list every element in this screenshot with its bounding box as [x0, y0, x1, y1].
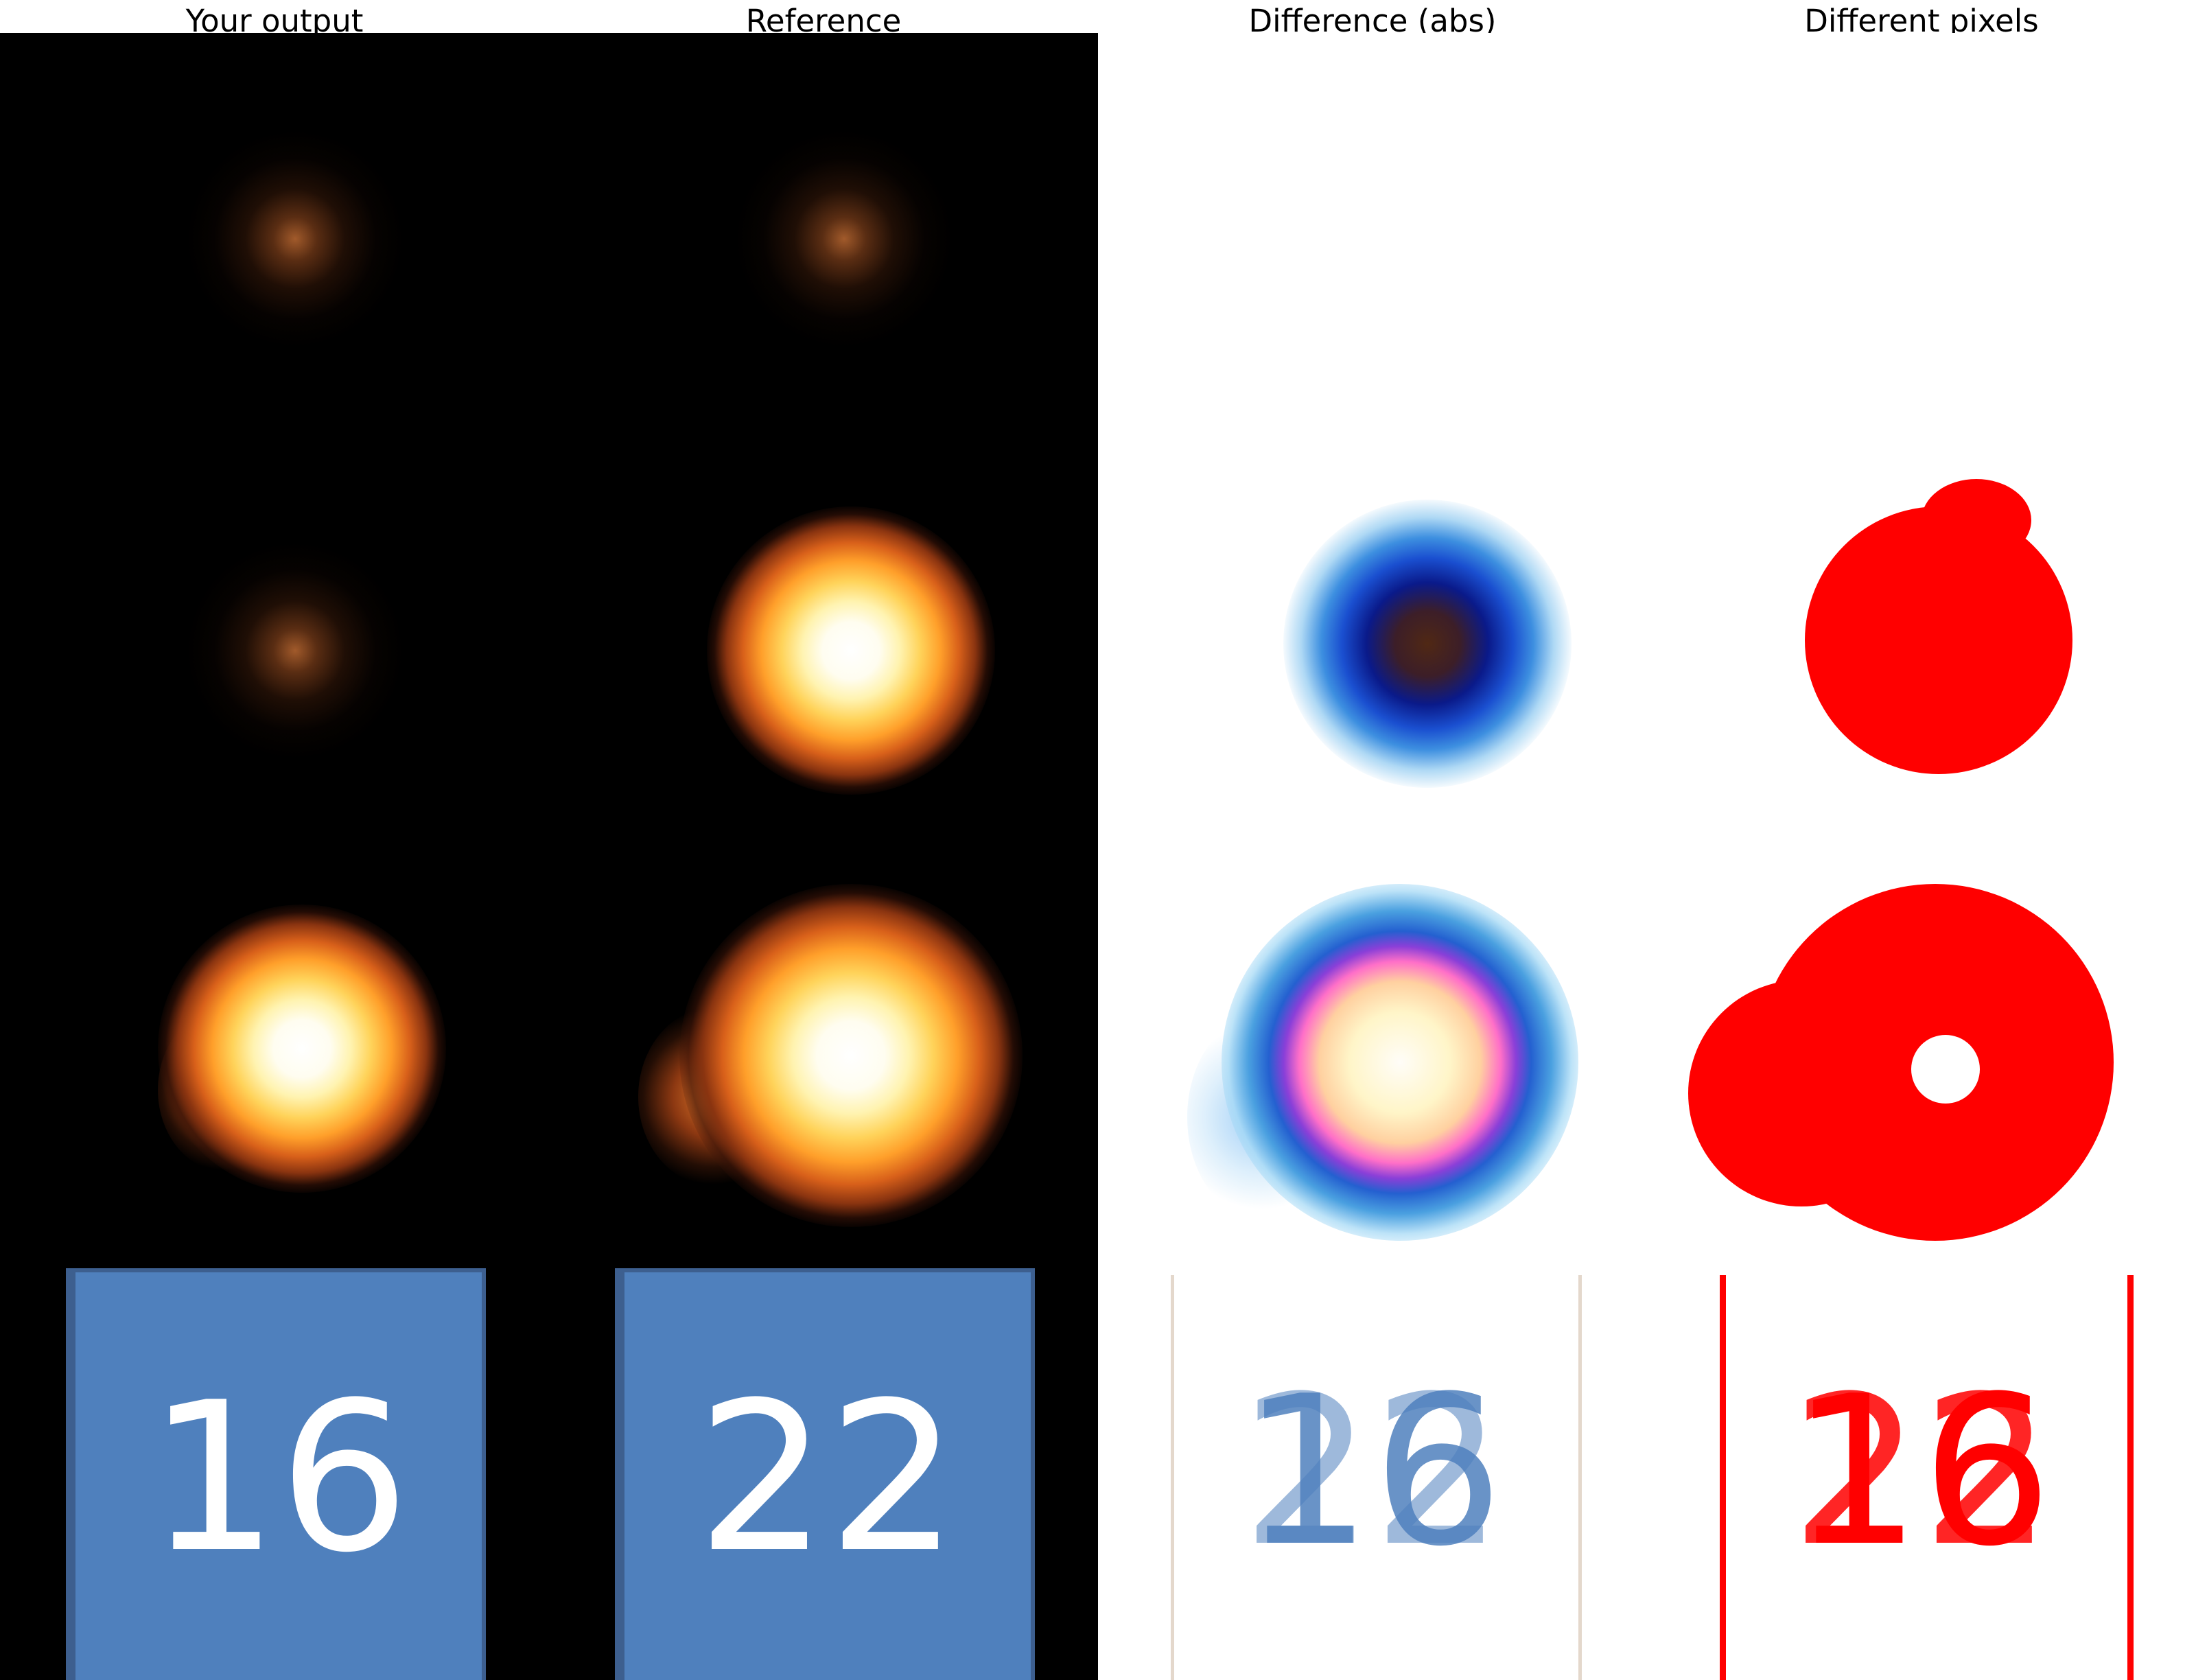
- ember-frame-1: [185, 129, 405, 349]
- diff-tile-left-edge: [1171, 1275, 1174, 1680]
- title-your-output: Your output: [0, 0, 549, 33]
- pixel-number-output: 16: [1790, 1352, 2053, 1591]
- diff-number-reference: 22: [1241, 1352, 1504, 1591]
- pixel-tile-right-edge: [2127, 1275, 2134, 1680]
- ember-frame-1: [734, 129, 954, 349]
- title-difference-abs: Difference (abs): [1098, 0, 1647, 33]
- diff-tile-right-edge: [1578, 1275, 1582, 1680]
- diff-number-output: 16: [1241, 1352, 1504, 1591]
- reference-number: 22: [697, 1358, 959, 1598]
- pixel-tile-left-edge: [1720, 1275, 1726, 1680]
- title-reference: Reference: [549, 0, 1098, 33]
- diff-mask-frame-2-top: [1922, 479, 2031, 561]
- output-number-tile: 16: [66, 1268, 486, 1680]
- diff-mask-hole: [1911, 1035, 1980, 1104]
- fireball-frame-3: [679, 884, 1023, 1227]
- ember-frame-2: [185, 541, 405, 760]
- fireball-frame-2: [707, 506, 995, 795]
- output-number: 16: [148, 1358, 410, 1598]
- diff-ring-frame-2: [1283, 500, 1572, 788]
- fireball-frame-3: [158, 905, 446, 1193]
- diff-mask-frame-2: [1805, 506, 2072, 774]
- panel-different-pixels: [1647, 33, 2196, 1680]
- pixel-number-reference: 22: [1790, 1352, 2053, 1591]
- title-different-pixels: Different pixels: [1647, 0, 2196, 33]
- diff-fire-frame-3: [1222, 884, 1578, 1241]
- reference-number-tile: 22: [615, 1268, 1035, 1680]
- panel-difference: [1098, 33, 1647, 1680]
